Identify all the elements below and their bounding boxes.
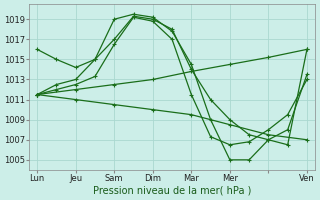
X-axis label: Pression niveau de la mer( hPa ): Pression niveau de la mer( hPa ) bbox=[93, 186, 251, 196]
